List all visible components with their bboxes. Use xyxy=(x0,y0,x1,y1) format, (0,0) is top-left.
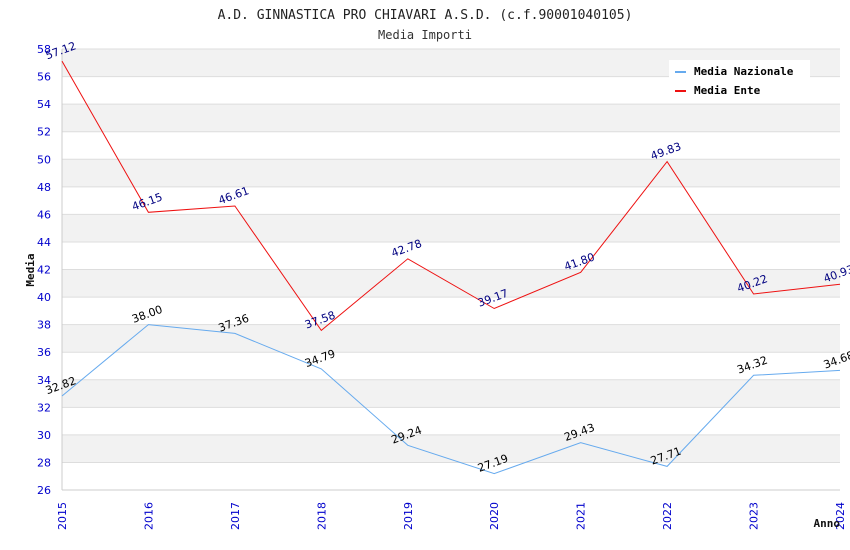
y-tick-label: 44 xyxy=(37,236,51,249)
x-tick-label: 2024 xyxy=(834,502,847,530)
grid-band xyxy=(62,434,840,463)
x-tick-label: 2017 xyxy=(229,502,242,530)
grid-lines xyxy=(61,48,840,491)
series-lines xyxy=(61,60,841,475)
grid-band xyxy=(62,462,840,490)
y-tick-label: 56 xyxy=(37,71,51,84)
y-tick-label: 48 xyxy=(37,181,51,194)
grid-band xyxy=(62,407,840,435)
y-tick-label: 36 xyxy=(37,346,51,359)
y-tick-label: 42 xyxy=(37,264,51,277)
grid-band xyxy=(62,131,840,160)
grid-band xyxy=(62,379,840,408)
grid-bands xyxy=(62,49,840,490)
y-tick-label: 34 xyxy=(37,374,51,387)
x-tick-label: 2015 xyxy=(56,502,69,530)
chart-subtitle: Media Importi xyxy=(378,28,472,42)
y-tick-label: 54 xyxy=(37,98,51,111)
x-tick-label: 2022 xyxy=(661,502,674,530)
grid-band xyxy=(62,297,840,325)
y-tick-label: 58 xyxy=(37,43,51,56)
y-tick-label: 52 xyxy=(37,126,51,139)
x-axis-label: Anno xyxy=(814,517,841,530)
x-tick-label: 2020 xyxy=(488,502,501,530)
y-tick-label: 46 xyxy=(37,208,51,221)
legend-box xyxy=(669,60,810,100)
chart-title: A.D. GINNASTICA PRO CHIAVARI A.S.D. (c.f… xyxy=(218,8,633,23)
y-tick-label: 28 xyxy=(37,456,51,469)
y-tick-label: 40 xyxy=(37,291,51,304)
legend-label-media-ente: Media Ente xyxy=(694,84,761,97)
x-tick-label: 2023 xyxy=(748,502,761,530)
y-tick-label: 26 xyxy=(37,484,51,497)
grid-band xyxy=(62,186,840,215)
x-tick-label: 2021 xyxy=(575,502,588,530)
y-tick-label: 32 xyxy=(37,401,51,414)
y-tick-label: 30 xyxy=(37,429,51,442)
x-tick-label: 2018 xyxy=(315,502,328,530)
legend: Media Nazionale Media Ente xyxy=(669,60,810,100)
y-tick-label: 38 xyxy=(37,319,51,332)
series-line-media-ente xyxy=(61,60,841,332)
grid-band xyxy=(62,159,840,187)
y-tick-label: 50 xyxy=(37,153,51,166)
series-line-media-nazionale xyxy=(61,324,841,475)
grid-band xyxy=(62,214,840,242)
x-axis: 2015 2016 2017 2018 2019 2020 2021 2022 2023 2024 xyxy=(56,502,847,530)
grid-band xyxy=(62,104,840,132)
y-axis: 26 28 30 32 34 36 38 40 42 44 46 48 50 52 54 56 58 xyxy=(37,43,51,497)
grid-band xyxy=(62,352,840,380)
y-axis-label: Media xyxy=(24,253,37,286)
grid-band xyxy=(62,241,840,270)
grid-band xyxy=(62,324,840,353)
legend-label-media-nazionale: Media Nazionale xyxy=(694,65,794,78)
x-tick-label: 2016 xyxy=(142,502,155,530)
x-tick-label: 2019 xyxy=(402,502,415,530)
